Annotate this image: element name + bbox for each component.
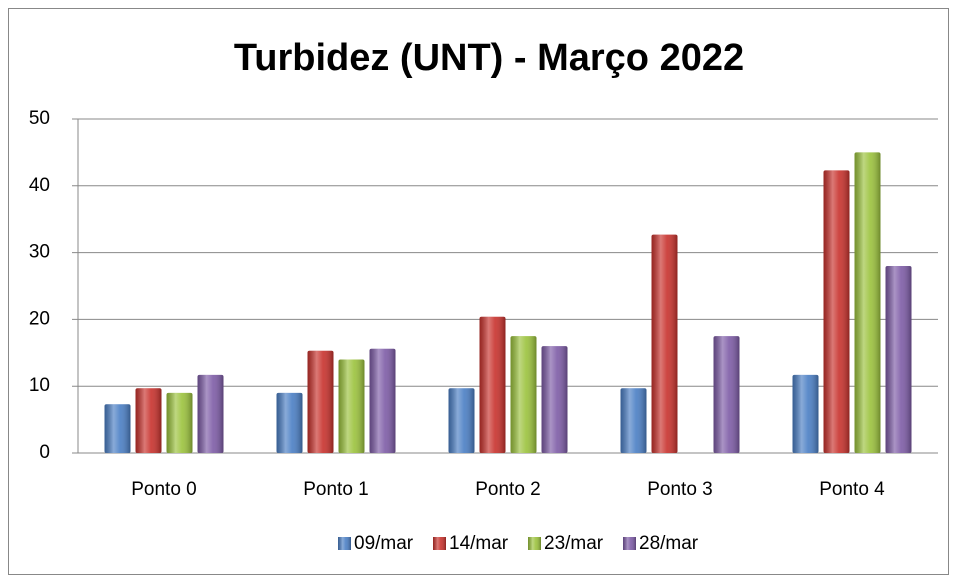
legend-label: 14/mar bbox=[449, 533, 509, 554]
bar-shine bbox=[338, 359, 365, 453]
chart-frame bbox=[8, 8, 949, 575]
bar-shine bbox=[166, 392, 193, 453]
chart-title: Turbidez (UNT) - Março 2022 bbox=[234, 37, 744, 79]
legend-label: 09/mar bbox=[354, 533, 414, 554]
x-tick-label: Ponto 1 bbox=[303, 479, 369, 500]
legend-swatch-shine bbox=[433, 537, 446, 550]
x-tick-label: Ponto 0 bbox=[131, 479, 197, 500]
y-tick-label: 20 bbox=[29, 308, 50, 329]
bar-shine bbox=[651, 234, 678, 453]
bar-shine bbox=[823, 170, 850, 453]
legend-swatch-shine bbox=[623, 537, 636, 550]
bar-shine bbox=[197, 374, 224, 453]
y-tick-label: 30 bbox=[29, 242, 50, 263]
bar-shine bbox=[620, 388, 647, 453]
bar-shine bbox=[369, 348, 396, 453]
bar-shine bbox=[541, 346, 568, 453]
bar-shine bbox=[854, 152, 881, 453]
legend-swatch-shine bbox=[528, 537, 541, 550]
y-tick-label: 40 bbox=[29, 175, 50, 196]
y-tick-label: 50 bbox=[29, 108, 50, 129]
y-tick-label: 0 bbox=[39, 442, 50, 463]
x-tick-label: Ponto 2 bbox=[475, 479, 541, 500]
bar-shine bbox=[104, 404, 131, 453]
legend-label: 28/mar bbox=[639, 533, 699, 554]
bar-shine bbox=[448, 388, 475, 453]
bar-shine bbox=[713, 336, 740, 453]
y-tick-label: 10 bbox=[29, 375, 50, 396]
bar-shine bbox=[135, 388, 162, 453]
legend-label: 23/mar bbox=[544, 533, 604, 554]
legend-swatch-shine bbox=[338, 537, 351, 550]
x-tick-label: Ponto 3 bbox=[647, 479, 713, 500]
bar-shine bbox=[307, 350, 334, 453]
bar-shine bbox=[792, 374, 819, 453]
bar-shine bbox=[510, 336, 537, 453]
bar-shine bbox=[885, 265, 912, 453]
bar-shine bbox=[276, 392, 303, 453]
bar-shine bbox=[479, 316, 506, 453]
x-tick-label: Ponto 4 bbox=[819, 479, 885, 500]
